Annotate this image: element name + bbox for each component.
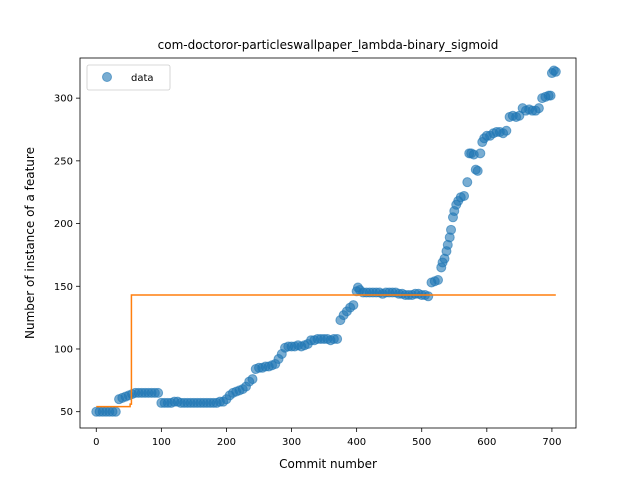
data-point bbox=[475, 148, 486, 159]
x-tick-label: 0 bbox=[93, 437, 99, 448]
legend-marker-data bbox=[102, 72, 112, 82]
data-point bbox=[533, 103, 544, 114]
data-point bbox=[247, 374, 258, 385]
data-point bbox=[462, 177, 473, 188]
legend-label-data: data bbox=[131, 73, 154, 84]
legend-box bbox=[86, 64, 171, 91]
data-point bbox=[545, 90, 556, 101]
y-tick-label: 300 bbox=[54, 94, 73, 105]
axes-frame bbox=[79, 57, 577, 429]
x-tick-label: 200 bbox=[217, 437, 236, 448]
x-tick-label: 600 bbox=[477, 437, 496, 448]
x-axis-ticks: 0 100 200 300 400 500 600 700 bbox=[93, 428, 561, 448]
data-point bbox=[433, 275, 444, 285]
data-point bbox=[501, 125, 512, 136]
data-point bbox=[550, 66, 561, 77]
x-tick-label: 100 bbox=[152, 437, 171, 448]
data-point bbox=[153, 387, 164, 398]
legend: data bbox=[86, 64, 171, 91]
data-point bbox=[446, 224, 457, 235]
x-axis-label: Commit number bbox=[279, 457, 377, 471]
y-tick-label: 50 bbox=[60, 407, 73, 418]
data-point bbox=[423, 291, 434, 302]
plot-area bbox=[91, 65, 561, 417]
data-point bbox=[472, 165, 483, 176]
data-point bbox=[332, 333, 343, 344]
x-tick-label: 700 bbox=[542, 437, 561, 448]
data-point bbox=[459, 190, 470, 201]
y-tick-label: 150 bbox=[54, 282, 73, 293]
data-point bbox=[348, 300, 359, 311]
chart-title: com-doctoror-particleswallpaper_lambda-b… bbox=[158, 38, 499, 52]
x-tick-label: 300 bbox=[282, 437, 301, 448]
fit-line bbox=[96, 294, 556, 408]
y-axis-ticks: 50 100 150 200 250 300 bbox=[54, 94, 80, 418]
x-tick-label: 400 bbox=[347, 437, 366, 448]
y-tick-label: 100 bbox=[54, 344, 73, 355]
y-axis-label: Number of instance of a feature bbox=[23, 147, 37, 339]
y-tick-label: 250 bbox=[54, 156, 73, 167]
y-tick-label: 200 bbox=[54, 219, 73, 230]
data-point bbox=[110, 406, 121, 417]
x-tick-label: 500 bbox=[412, 437, 431, 448]
